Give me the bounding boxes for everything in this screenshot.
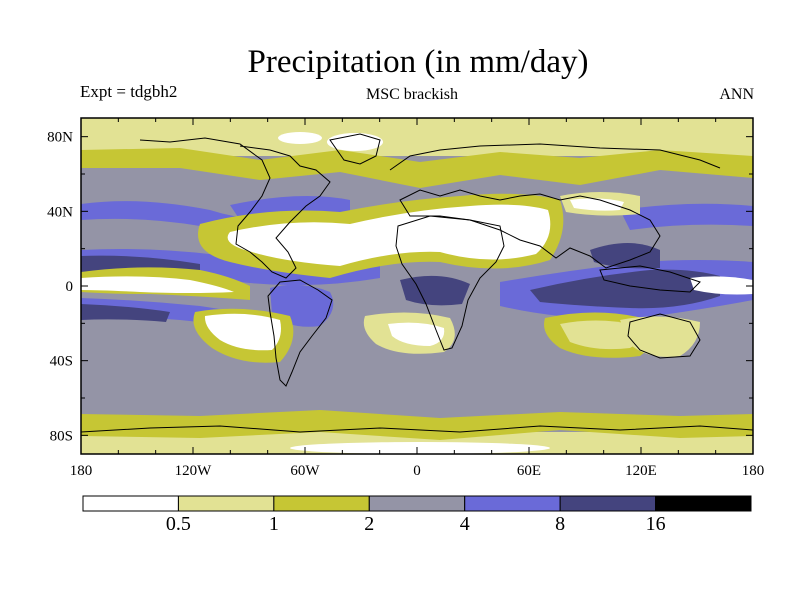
south-pacific-convergence-core [81,304,170,322]
colorbar-label: 8 [555,513,565,535]
latitude-axis: 80N 40N 0 40S 80S [47,130,73,445]
lon-tick-label: 0 [413,463,421,479]
warm-pool-rain-core [530,269,720,309]
antarctic-moderate-band [81,410,753,440]
colorbar-label: 1 [269,513,279,535]
congo-rain [400,275,470,306]
colorbar-swatch [273,495,370,512]
experiment-label: Expt = tdgbh2 [80,82,178,101]
central-asia-dry-core [570,198,624,211]
antarctica-coast [81,425,753,433]
colorbar-swatch [464,495,561,512]
australia-dry [620,316,700,357]
lon-tick-label: 60W [290,463,320,479]
south-indian-dry-core [560,320,642,350]
colorbar-swatch [655,495,752,512]
colorbar-label: 0.5 [166,513,191,535]
colorbar-label: 4 [460,513,470,535]
coastlines [81,133,753,433]
antarctic-very-dry [290,442,550,454]
australia-coast [627,313,701,359]
lat-tick-label: 80S [50,428,73,444]
southeast-pacific-dry-core [204,313,281,351]
colorbar-swatch [82,495,179,512]
north-eurasia-coast [389,143,721,171]
colorbar-label: 16 [646,513,666,535]
lon-tick-label: 180 [742,463,765,479]
experiment-name-label: MSC brackish [366,86,458,103]
lon-tick-label: 120E [625,463,657,479]
colorbar-swatch [368,495,466,512]
lat-tick-label: 40N [47,204,73,220]
eurasia-coast [399,189,661,269]
lat-tick-label: 0 [66,279,74,295]
colorbar-swatch [559,495,657,512]
season-label: ANN [719,86,754,103]
lon-tick-label: 180 [70,463,93,479]
east-pacific-dry-core [81,276,234,293]
arctic-dry-patch [278,132,322,144]
lon-tick-label: 120W [175,463,213,479]
africa-coast [395,215,505,351]
south-china-sea-rain [590,243,660,269]
lat-tick-label: 40S [50,354,73,370]
colorbar-label: 2 [364,513,374,535]
south-atlantic-dry-core [388,322,445,346]
longitude-axis: 180 120W 60W 0 60E 120E 180 [70,463,765,479]
north-america-coast [139,137,331,279]
colorbar: 0.5 1 2 4 8 16 [82,495,752,535]
colorbar-swatch [177,495,275,512]
southern-storm-track [81,372,753,391]
arctic-moderate-band [81,148,753,188]
south-america-coast [267,279,333,387]
map-title: Precipitation (in mm/day) [247,44,589,80]
equatorial-east-pacific-dry [690,276,753,295]
maritime-continent-coast [599,265,701,293]
greenland-coast [329,133,381,165]
northwest-pacific-storm-track [620,203,753,230]
lon-tick-label: 60E [517,463,541,479]
axis-ticks [80,118,754,454]
lat-tick-label: 80N [47,130,73,146]
